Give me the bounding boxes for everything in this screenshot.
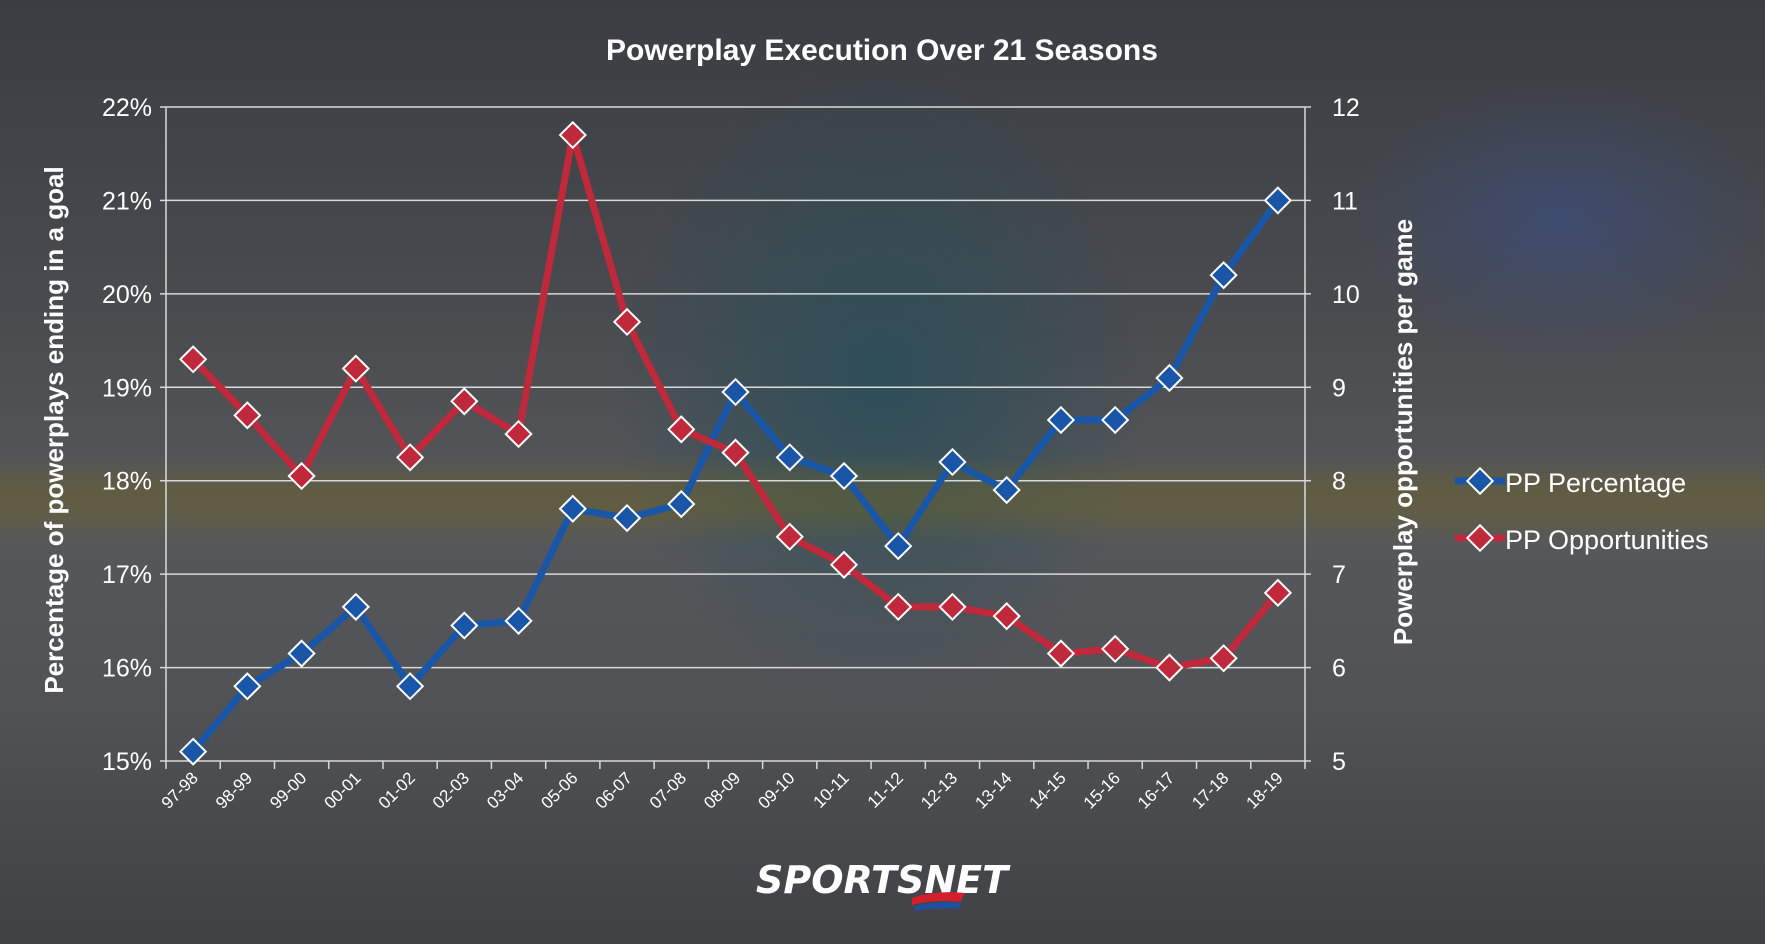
y-left-tick-label: 19% xyxy=(102,374,152,402)
data-point-pp-percentage xyxy=(721,377,750,407)
x-tick-label: 10-11 xyxy=(810,768,853,811)
legend: PP Percentage PP Opportunities xyxy=(1455,466,1709,555)
data-point-pp-opportunities xyxy=(667,415,696,444)
data-point-pp-opportunities xyxy=(938,592,967,621)
x-tick-label: 18-19 xyxy=(1243,768,1287,812)
data-point-pp-percentage xyxy=(341,592,370,621)
x-tick-label: 09-10 xyxy=(754,768,798,812)
data-point-pp-opportunities xyxy=(612,307,642,337)
sportsnet-logo: SPORTSNET xyxy=(756,858,1011,911)
data-point-pp-percentage xyxy=(233,672,262,701)
data-point-pp-opportunities xyxy=(558,120,587,150)
y-right-tick-label: 8 xyxy=(1332,468,1346,496)
x-tick-label: 17-18 xyxy=(1188,768,1232,812)
data-point-pp-opportunities xyxy=(1263,578,1293,607)
data-point-pp-opportunities xyxy=(450,387,479,416)
gridlines xyxy=(166,106,1305,669)
series-line-pp-percentage xyxy=(190,198,1281,754)
series-points xyxy=(178,120,1293,766)
x-tick-label: 15-16 xyxy=(1080,768,1124,812)
axes xyxy=(160,106,1311,769)
data-point-pp-opportunities xyxy=(992,602,1021,631)
legend-label-pp-opportunities: PP Opportunities xyxy=(1505,525,1709,555)
y-left-tick-label: 22% xyxy=(102,94,152,122)
y-left-tick-label: 16% xyxy=(102,655,152,683)
logo-swoosh-blue-icon xyxy=(915,902,962,911)
y-left-tick-label: 21% xyxy=(102,187,152,215)
data-point-pp-opportunities xyxy=(1155,653,1184,682)
data-point-pp-percentage xyxy=(938,447,967,477)
x-tick-label: 02-03 xyxy=(429,768,473,812)
x-tick-label: 00-01 xyxy=(320,768,364,812)
chart-title: Powerplay Execution Over 21 Seasons xyxy=(606,34,1158,67)
y-left-tick-label: 20% xyxy=(102,281,152,309)
y-right-tick-label: 6 xyxy=(1332,655,1346,683)
data-point-pp-opportunities xyxy=(829,550,859,579)
data-point-pp-percentage xyxy=(1046,405,1076,435)
data-point-pp-opportunities xyxy=(1046,639,1076,668)
x-tick-label: 16-17 xyxy=(1134,768,1178,812)
data-point-pp-percentage xyxy=(667,489,696,519)
data-point-pp-percentage xyxy=(558,494,587,523)
logo-swoosh-icon xyxy=(912,892,965,905)
x-tick-label: 98-99 xyxy=(212,768,256,812)
x-tick-label: 97-98 xyxy=(158,768,202,812)
data-point-pp-percentage xyxy=(1209,261,1238,290)
x-tick-label: 13-14 xyxy=(971,768,1015,812)
data-point-pp-percentage xyxy=(1263,186,1293,215)
data-point-pp-percentage xyxy=(504,606,533,635)
data-point-pp-percentage xyxy=(775,443,804,472)
y-axis-left-label: Percentage of powerplays ending in a goa… xyxy=(39,166,69,693)
y-right-tick-label: 12 xyxy=(1332,94,1360,122)
data-point-pp-percentage xyxy=(178,737,208,766)
data-point-pp-percentage xyxy=(884,531,913,561)
y-right-tick-label: 9 xyxy=(1332,374,1346,402)
y-right-tick-label: 10 xyxy=(1332,281,1360,309)
x-tick-label: 99-00 xyxy=(266,768,310,812)
y-axis-right-label: Powerplay opportunities per game xyxy=(1388,219,1418,645)
data-point-pp-opportunities xyxy=(341,354,370,383)
legend-marker-pp-opportunities xyxy=(1465,523,1495,553)
data-point-pp-opportunities xyxy=(178,345,208,374)
data-point-pp-percentage xyxy=(1155,363,1184,393)
data-point-pp-opportunities xyxy=(775,522,804,551)
data-point-pp-percentage xyxy=(450,611,479,640)
data-point-pp-opportunities xyxy=(395,443,425,472)
data-point-pp-opportunities xyxy=(233,401,262,430)
x-tick-label: 03-04 xyxy=(483,768,527,812)
y-right-tick-label: 5 xyxy=(1332,748,1346,776)
data-point-pp-percentage xyxy=(829,461,859,491)
y-left-tick-label: 15% xyxy=(102,748,152,776)
x-tick-label: 08-09 xyxy=(700,768,744,812)
data-point-pp-opportunities xyxy=(884,592,913,621)
logo-text: SPORTSNET xyxy=(756,858,1011,902)
data-point-pp-opportunities xyxy=(287,461,316,491)
data-point-pp-opportunities xyxy=(504,419,533,449)
x-tick-label: 11-12 xyxy=(864,768,907,811)
x-tick-label: 05-06 xyxy=(537,768,581,812)
data-point-pp-opportunities xyxy=(1209,644,1238,673)
y-left-tick-label: 18% xyxy=(102,468,152,496)
y-right-tick-label: 7 xyxy=(1332,561,1346,589)
data-point-pp-percentage xyxy=(287,639,316,668)
x-tick-label: 07-08 xyxy=(646,768,690,812)
y-left-tick-label: 17% xyxy=(102,561,152,589)
data-point-pp-percentage xyxy=(612,503,642,533)
x-tick-label: 06-07 xyxy=(592,768,636,812)
x-tick-label: 12-13 xyxy=(917,768,961,812)
legend-marker-pp-percentage xyxy=(1465,466,1495,496)
legend-label-pp-percentage: PP Percentage xyxy=(1505,468,1686,498)
data-point-pp-opportunities xyxy=(721,438,750,467)
y-right-tick-label: 11 xyxy=(1332,187,1358,215)
x-tick-label: 01-02 xyxy=(375,768,419,812)
data-point-pp-percentage xyxy=(1101,405,1130,435)
data-point-pp-percentage xyxy=(395,672,425,701)
data-point-pp-percentage xyxy=(992,475,1021,505)
x-tick-label: 14-15 xyxy=(1026,768,1070,812)
data-point-pp-opportunities xyxy=(1101,634,1130,664)
